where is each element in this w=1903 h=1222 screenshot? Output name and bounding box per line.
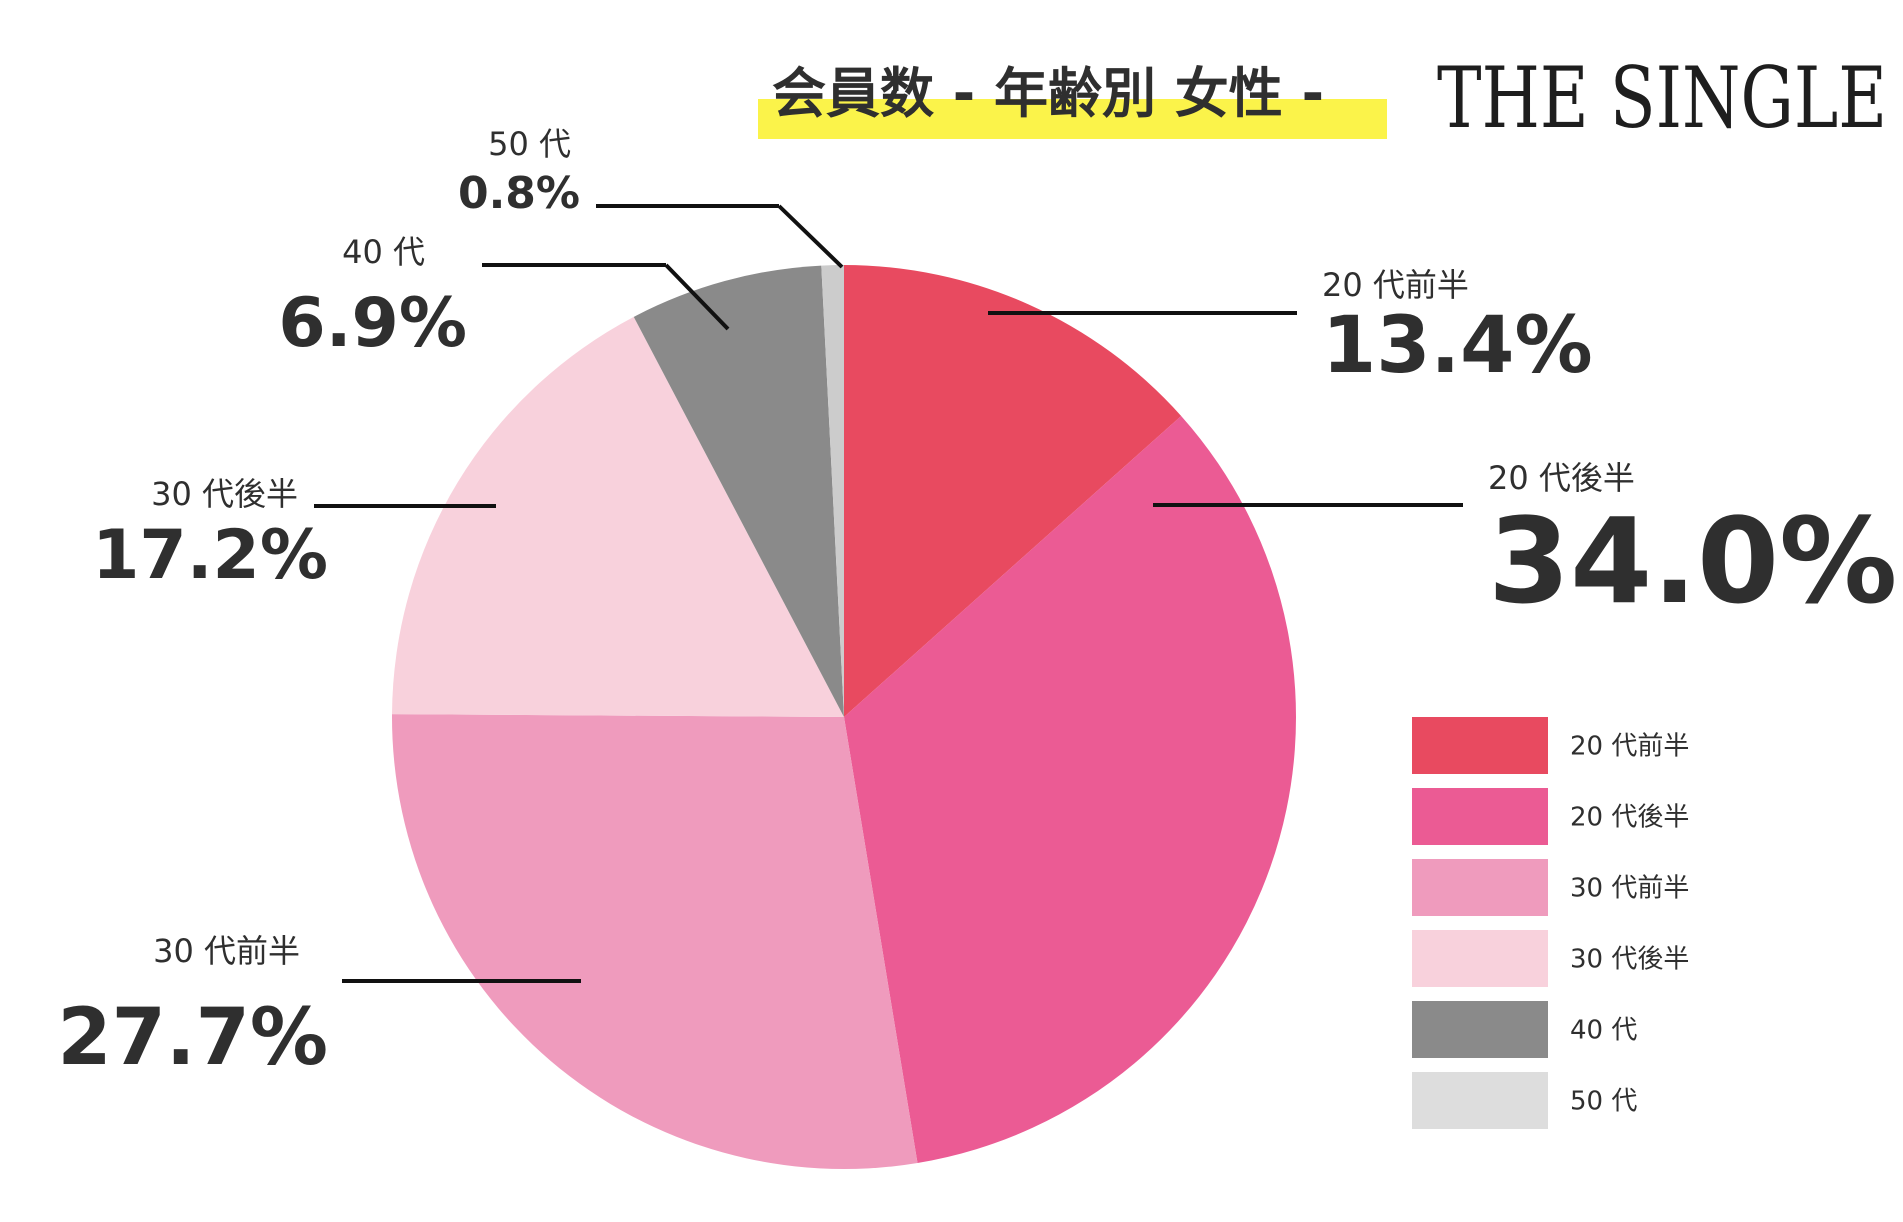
leader-line-5-1: [664, 263, 730, 331]
slice-label-value-6: 0.8%: [458, 168, 580, 219]
slice-label-value-2: 34.0%: [1488, 492, 1897, 630]
pie-slice-6: [821, 265, 844, 717]
legend-label-2: 20 代後半: [1570, 803, 1689, 833]
slice-label-name-2: 20 代後半: [1488, 459, 1635, 497]
legend-swatch-2: [1412, 788, 1548, 845]
title-highlight: [758, 99, 1387, 139]
chart-title: 会員数 - 年齢別 女性 -: [772, 62, 1324, 125]
legend: 20 代前半 20 代後半 30 代前半 30 代後半 40 代 50 代: [1412, 717, 1689, 1129]
brand-logo: THE SINGLE: [1437, 49, 1887, 147]
pie-slice-2: [844, 415, 1296, 1163]
legend-swatch-3: [1412, 859, 1548, 916]
slice-label-value-3: 27.7%: [57, 993, 328, 1083]
slice-label-name-4: 30 代後半: [151, 475, 298, 513]
leader-line-6-1: [777, 204, 844, 269]
slice-label-name-1: 20 代前半: [1322, 266, 1469, 304]
pie-slice-1: [844, 265, 1182, 717]
slice-label-name-3: 30 代前半: [153, 932, 300, 970]
legend-label-1: 20 代前半: [1570, 732, 1689, 762]
slice-label-name-6: 50 代: [488, 125, 571, 163]
legend-swatch-1: [1412, 717, 1548, 774]
legend-label-6: 50 代: [1570, 1087, 1637, 1117]
slice-label-name-5: 40 代: [342, 233, 425, 271]
slice-label-value-4: 17.2%: [92, 516, 328, 595]
legend-swatch-6: [1412, 1072, 1548, 1129]
pie-slice-5: [633, 265, 844, 717]
pie-slice-4: [392, 316, 844, 717]
slice-label-value-1: 13.4%: [1322, 301, 1593, 391]
legend-swatch-5: [1412, 1001, 1548, 1058]
pie-slices: [391, 265, 1296, 1169]
legend-label-5: 40 代: [1570, 1016, 1637, 1046]
legend-swatch-4: [1412, 930, 1548, 987]
legend-label-4: 30 代後半: [1570, 945, 1689, 975]
slice-label-value-5: 6.9%: [278, 284, 467, 363]
leader-lines: [314, 204, 1463, 983]
pie-slice-3: [391, 714, 918, 1169]
legend-label-3: 30 代前半: [1570, 874, 1689, 904]
